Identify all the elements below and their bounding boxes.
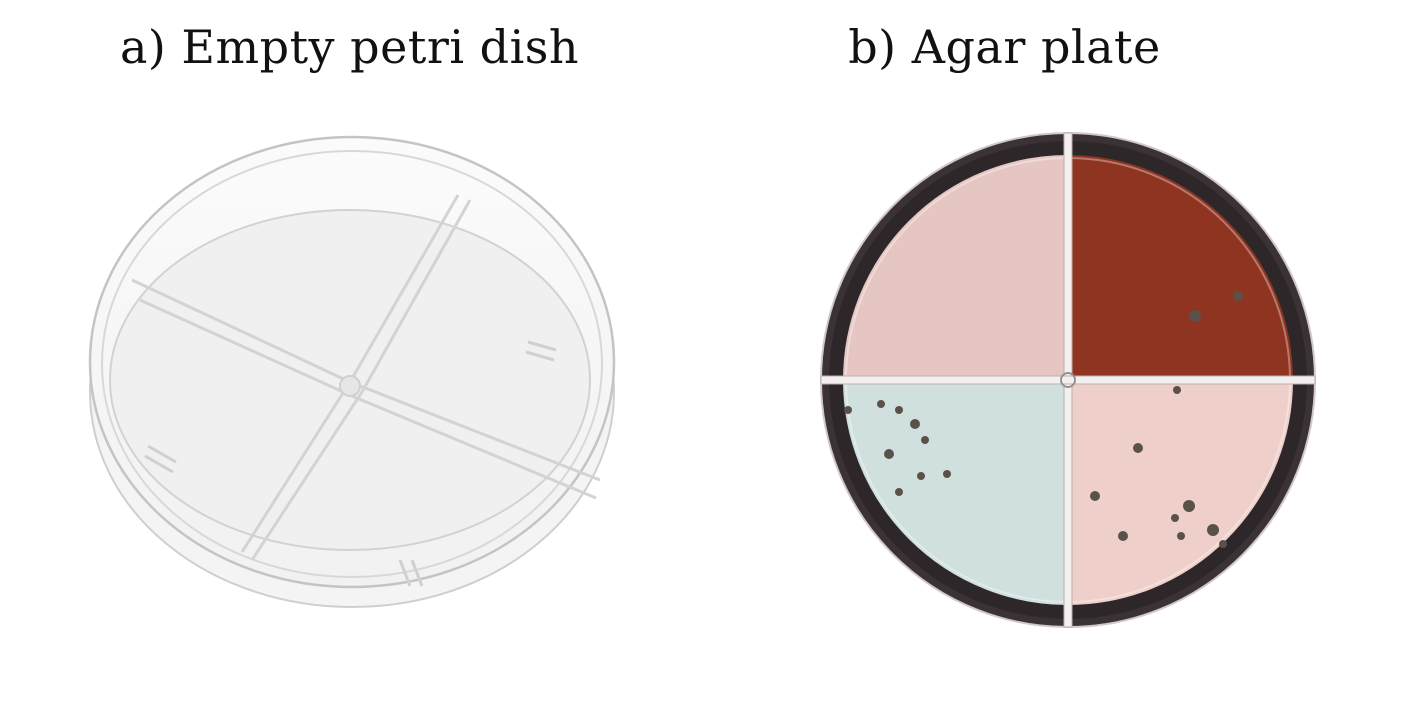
plate-dividers [820,132,1316,628]
empty-petri-dish-image [88,135,616,608]
panel-title: a) Empty petri dish [119,20,580,74]
agar-plate-image [820,132,1316,628]
panel-title: b) Agar plate [848,20,1161,74]
panel-agar-plate: b) Agar plate [703,0,1406,723]
panel-empty-petri-dish: a) Empty petri dish [88,20,616,608]
rim-marks [144,340,557,587]
colonies [844,291,1243,548]
